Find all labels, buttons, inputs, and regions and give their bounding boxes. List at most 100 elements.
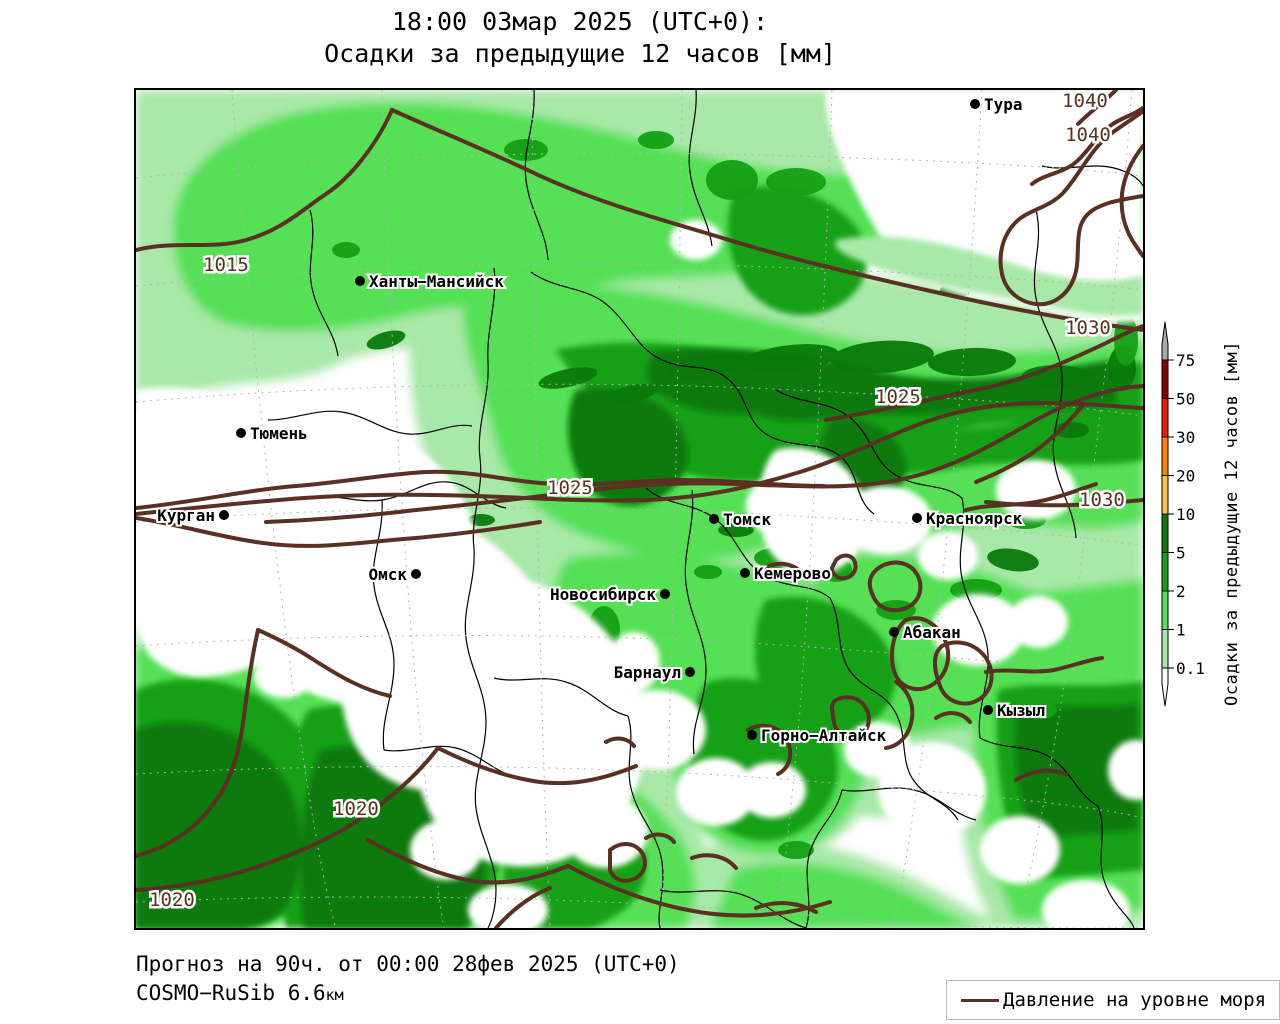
isobar-label-halo: 1025	[875, 386, 921, 408]
city-label-halo: Ханты−Мансийск	[369, 272, 504, 291]
isobar-label-layer: 1040104010401040101510151030103010251025…	[147, 90, 1128, 914]
city-dot-icon	[219, 510, 229, 520]
colorbar-band	[1161, 590, 1169, 630]
colorbar-tick-label: 2	[1176, 582, 1186, 601]
isobar-label: 1030	[1079, 489, 1125, 511]
lat-lon-graticule	[136, 90, 1143, 928]
city-label-halo: Кемерово	[754, 564, 831, 583]
precip-field-layer	[136, 90, 1143, 928]
city-dot-icon	[970, 99, 980, 109]
pressure-legend-label: Давление на уровне моря	[1003, 989, 1267, 1011]
city-label-halo: Кызыл	[997, 701, 1045, 720]
colorbar-over-arrow	[1161, 321, 1169, 361]
isobar-label: 1030	[1065, 317, 1111, 339]
colorbar-tick-label: 5	[1176, 544, 1186, 563]
city-label-halo: Абакан	[903, 623, 961, 642]
city-dot-icon	[236, 428, 246, 438]
colorbar-band	[1161, 359, 1169, 399]
city-dot-icon	[685, 667, 695, 677]
city-label: Кемерово	[754, 564, 831, 583]
city-label: Горно−Алтайск	[761, 726, 887, 745]
isobar-label-halo: 1015	[203, 254, 249, 276]
colorbar-tick-label: 0.1	[1176, 659, 1205, 678]
forecast-info: Прогноз на 90ч. от 00:00 28фев 2025 (UTC…	[136, 952, 680, 976]
city-label-halo: Тюмень	[250, 424, 308, 443]
title-line-2: Осадки за предыдущие 12 часов [мм]	[324, 39, 836, 68]
isobar-label: 1025	[875, 386, 921, 408]
colorbar[interactable]: 0.1 1 2 5 10 20 30 50 75	[1155, 316, 1215, 712]
city-dot-icon	[660, 589, 670, 599]
city-label: Барнаул	[614, 663, 681, 682]
colorbar-svg: 0.1 1 2 5 10 20 30 50 75	[1161, 321, 1205, 707]
pressure-legend-line-icon	[961, 998, 999, 1002]
city-dot-icon	[889, 627, 899, 637]
colorbar-axis-title-text: Осадки за предыдущие 12 часов [мм]	[1222, 341, 1242, 706]
isobar-label-halo: 1020	[149, 889, 195, 911]
sea-level-pressure-isobars	[136, 90, 1143, 928]
isobar-label-halo: 1040	[1065, 124, 1111, 146]
colorbar-band	[1161, 552, 1169, 592]
page-title: 18:00 03мар 2025 (UTC+0): Осадки за пред…	[0, 6, 1160, 70]
colorbar-axis-title: Осадки за предыдущие 12 часов [мм]	[1222, 316, 1252, 706]
city-label: Тюмень	[250, 424, 308, 443]
colorbar-tick-label: 50	[1176, 390, 1195, 409]
isobar-label: 1020	[149, 889, 195, 911]
colorbar-band	[1161, 629, 1169, 669]
city-dot-icon	[747, 730, 757, 740]
city-label-halo: Горно−Алтайск	[761, 726, 887, 745]
weather-map[interactable]: 1040 1040 1040 1040 1015 1015 1030 1030 1025 1025…	[134, 88, 1145, 930]
city-label-halo: Курган	[157, 506, 215, 525]
model-info: COSMO−RuSib 6.6км	[136, 979, 680, 1010]
city-label: Курган	[157, 506, 215, 525]
isobar-label-halo: 1040	[1062, 90, 1108, 112]
city-dot-icon	[709, 514, 719, 524]
colorbar-band	[1161, 513, 1169, 553]
isobar-label: 1040	[1065, 124, 1111, 146]
city-label: Абакан	[903, 623, 961, 642]
city-dot-icon	[740, 568, 750, 578]
isobar-label-halo: 1030	[1065, 317, 1111, 339]
isobar-label-halo: 1030	[1079, 489, 1125, 511]
city-label: Кызыл	[997, 701, 1045, 720]
colorbar-tick-label: 75	[1176, 351, 1195, 370]
title-line-1: 18:00 03мар 2025 (UTC+0):	[391, 7, 769, 36]
pressure-legend[interactable]: Давление на уровне моря	[946, 980, 1280, 1020]
colorbar-band	[1161, 475, 1169, 515]
colorbar-band	[1161, 398, 1169, 438]
model-unit: км	[325, 986, 344, 1004]
isobar-label-halo: 1025	[547, 477, 593, 499]
city-label: Ханты−Мансийск	[369, 272, 504, 291]
colorbar-band	[1161, 436, 1169, 476]
colorbar-tick-label: 20	[1176, 467, 1195, 486]
isobar-label: 1025	[547, 477, 593, 499]
colorbar-under-arrow	[1161, 667, 1169, 707]
city-label-halo: Томск	[723, 510, 772, 529]
footer: Прогноз на 90ч. от 00:00 28фев 2025 (UTC…	[136, 950, 680, 1010]
city-dot-icon	[355, 276, 365, 286]
city-label: Томск	[723, 510, 772, 529]
city-dot-icon	[411, 569, 421, 579]
city-label-halo: Барнаул	[614, 663, 681, 682]
isobar-label: 1015	[203, 254, 249, 276]
model-name: COSMO−RuSib 6.6	[136, 981, 326, 1005]
city-dot-icon	[983, 705, 993, 715]
city-label-halo: Тура	[984, 95, 1023, 114]
city-label: Тура	[984, 95, 1023, 114]
city-label: Красноярск	[926, 509, 1023, 528]
isobar-label: 1040	[1062, 90, 1108, 112]
city-label: Омск	[368, 565, 407, 584]
